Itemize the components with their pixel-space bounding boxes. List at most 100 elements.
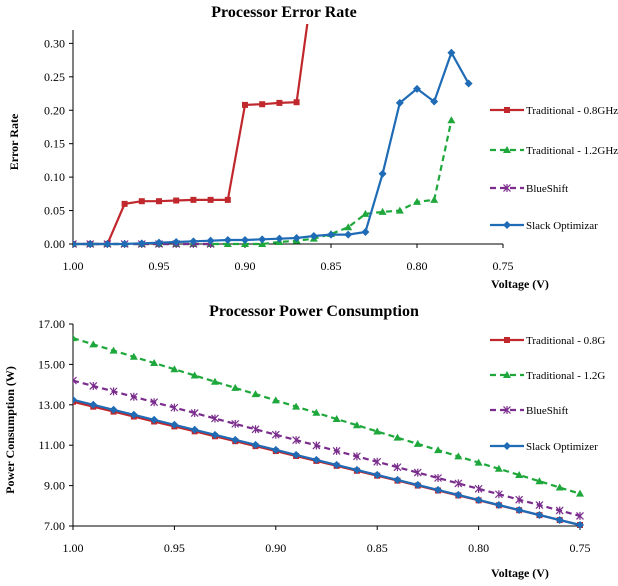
data-point	[373, 470, 382, 479]
data-point	[258, 240, 267, 247]
data-point	[494, 500, 503, 509]
series-line	[73, 379, 581, 517]
data-point	[312, 408, 321, 416]
data-point	[378, 207, 387, 215]
data-point	[292, 233, 301, 242]
data-point	[312, 441, 321, 450]
data-point	[242, 101, 248, 108]
data-point	[344, 230, 353, 239]
data-point	[474, 484, 483, 493]
error-rate-ylabel: Error Rate	[7, 113, 21, 170]
data-point	[430, 195, 439, 203]
data-point	[515, 495, 524, 504]
data-point	[156, 198, 162, 205]
legend-label: BlueShift	[526, 405, 568, 417]
data-point	[352, 465, 361, 474]
data-point	[434, 446, 443, 454]
data-point	[190, 196, 197, 203]
legend-entry: Slack Optimizer	[490, 441, 598, 453]
legend-entry: Traditional - 1.2GHz	[490, 145, 618, 157]
data-point	[207, 196, 214, 203]
y-tick-label: 7.00	[44, 519, 65, 533]
data-point	[352, 421, 361, 429]
series-line	[73, 337, 581, 495]
data-point	[231, 419, 240, 428]
data-point	[292, 436, 301, 445]
data-point	[73, 334, 77, 342]
data-point	[109, 346, 118, 354]
data-point	[413, 468, 422, 477]
data-point	[89, 381, 98, 390]
data-point	[474, 495, 483, 504]
power-consumption-chart: Processor Power Consumption Power Consum…	[3, 303, 605, 580]
data-point	[344, 223, 353, 231]
data-point	[395, 98, 404, 107]
legend-marker	[503, 371, 511, 378]
series-1	[73, 116, 456, 247]
data-point	[190, 409, 199, 418]
legend-marker	[504, 337, 510, 343]
data-point	[137, 239, 146, 248]
data-point	[210, 377, 219, 385]
data-point	[474, 458, 483, 466]
data-point	[73, 395, 77, 404]
data-point	[275, 234, 284, 243]
data-point	[89, 400, 98, 409]
data-point	[109, 405, 118, 414]
legend-entry: Traditional - 0.8G	[490, 335, 605, 347]
power-ylabel: Power Consumption (W)	[3, 366, 17, 494]
legend-marker	[503, 146, 511, 153]
y-tick-label: 17.00	[38, 317, 65, 331]
data-point	[393, 433, 402, 441]
x-tick-label: 0.90	[235, 259, 256, 273]
data-point	[535, 477, 544, 485]
y-tick-label: 0.05	[44, 204, 65, 218]
data-point	[555, 515, 564, 524]
data-point	[395, 206, 404, 214]
data-point	[206, 236, 215, 245]
error-rate-chart: Processor Error Rate Error Rate Voltage …	[7, 4, 618, 291]
data-point	[89, 340, 98, 348]
data-point	[515, 505, 524, 514]
legend-label: Slack Optimizer	[526, 441, 598, 453]
data-point	[73, 240, 77, 248]
series-line	[73, 398, 581, 527]
series-line	[73, 50, 470, 246]
y-tick-label: 0.30	[44, 36, 65, 50]
y-tick-label: 0.20	[44, 103, 65, 117]
y-tick-label: 9.00	[44, 479, 65, 493]
data-point	[86, 240, 95, 248]
data-point	[271, 396, 280, 404]
x-tick-label: 0.75	[570, 541, 591, 555]
legend-entry: BlueShift	[490, 183, 568, 195]
series-line	[73, 24, 309, 246]
data-point	[170, 420, 179, 429]
data-point	[361, 227, 370, 236]
data-point	[73, 376, 77, 385]
data-point	[150, 359, 159, 367]
data-point	[271, 430, 280, 439]
legend-marker	[503, 221, 511, 229]
x-tick-label: 0.85	[321, 259, 342, 273]
legend-label: Traditional - 0.8GHz	[526, 105, 618, 117]
data-point	[393, 463, 402, 472]
x-tick-label: 0.85	[367, 541, 388, 555]
data-point	[413, 480, 422, 489]
x-tick-label: 0.90	[265, 541, 286, 555]
data-point	[129, 352, 138, 360]
data-point	[251, 425, 260, 434]
data-point	[129, 392, 138, 401]
data-point	[138, 198, 145, 205]
y-tick-label: 15.00	[38, 357, 65, 371]
data-point	[293, 99, 300, 106]
data-point	[576, 489, 584, 497]
data-point	[173, 197, 180, 204]
data-point	[413, 197, 421, 205]
data-point	[413, 439, 422, 447]
y-tick-label: 0.15	[44, 137, 65, 151]
data-point	[494, 490, 503, 499]
data-point	[332, 415, 341, 423]
x-tick-label: 0.80	[468, 541, 489, 555]
x-tick-label: 1.00	[63, 259, 84, 273]
